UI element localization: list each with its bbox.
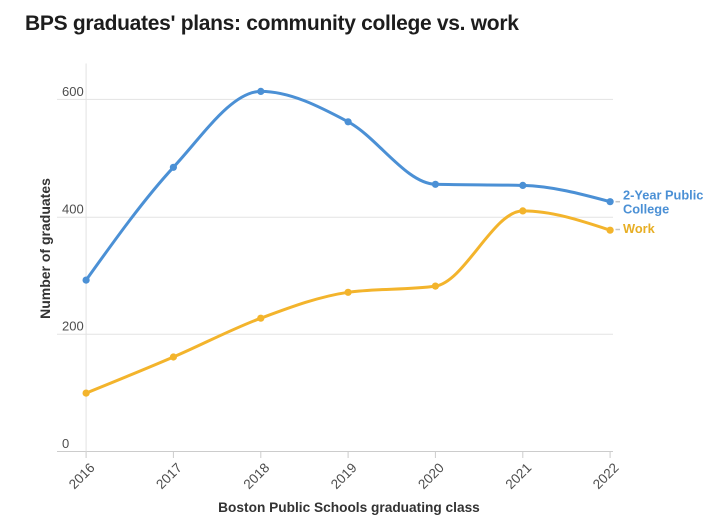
svg-text:600: 600 (62, 84, 84, 99)
svg-text:Boston Public Schools graduati: Boston Public Schools graduating class (218, 500, 480, 515)
svg-text:2017: 2017 (153, 460, 185, 492)
svg-text:2018: 2018 (241, 460, 273, 492)
svg-text:2022: 2022 (590, 460, 622, 492)
svg-text:2019: 2019 (328, 460, 360, 492)
svg-text:Number of graduates: Number of graduates (37, 178, 53, 319)
svg-text:Work: Work (623, 221, 656, 236)
svg-text:2016: 2016 (66, 460, 98, 492)
svg-text:0: 0 (62, 436, 69, 451)
svg-text:2020: 2020 (415, 460, 447, 492)
svg-text:2021: 2021 (503, 460, 535, 492)
svg-text:College: College (623, 202, 669, 217)
svg-text:200: 200 (62, 319, 84, 334)
svg-text:BPS graduates' plans: communit: BPS graduates' plans: community college … (25, 12, 519, 35)
svg-text:2-Year Public: 2-Year Public (623, 188, 703, 203)
svg-text:400: 400 (62, 202, 84, 217)
